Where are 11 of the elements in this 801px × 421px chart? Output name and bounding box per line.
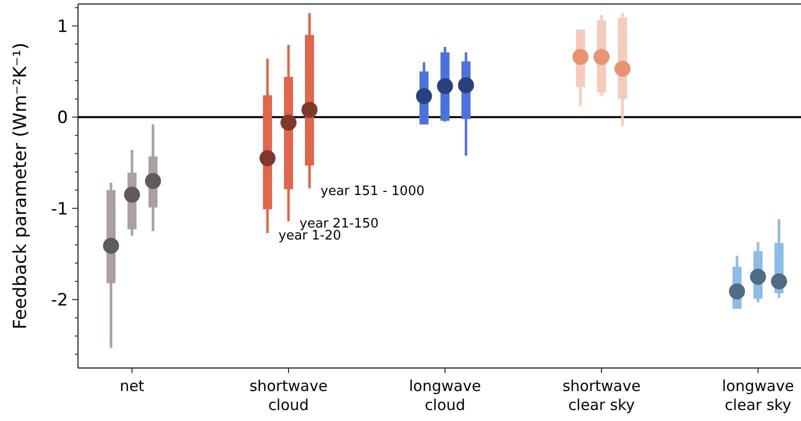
x-tick-label: longwave clear sky — [722, 377, 794, 414]
y-axis-title: Feedback parameter (Wm⁻²K⁻¹) — [10, 42, 31, 330]
y-tick-label: 1 — [57, 16, 68, 37]
series-label: year 151 - 1000 — [320, 184, 424, 199]
x-tick-label: longwave cloud — [409, 377, 481, 414]
x-tick-label: net — [120, 377, 144, 395]
x-tick-label: shortwave clear sky — [562, 377, 641, 414]
x-tick-label: shortwave cloud — [249, 377, 328, 414]
y-tick-label: 0 — [57, 108, 68, 128]
y-tick-label: -1 — [51, 199, 68, 220]
y-tick-label: -2 — [51, 290, 68, 311]
